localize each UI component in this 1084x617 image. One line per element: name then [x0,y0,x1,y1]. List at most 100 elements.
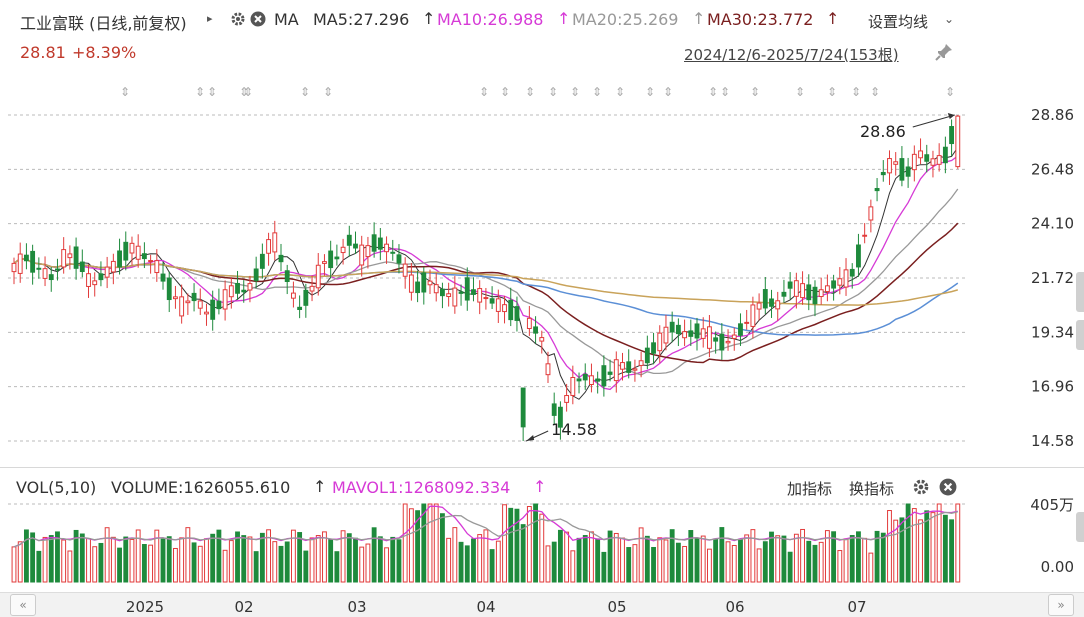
candle-body [235,282,240,294]
chevron-down-icon[interactable]: ⌄ [944,12,955,26]
volume-bar [166,536,172,583]
time-axis-bar[interactable] [0,592,1084,617]
volume-bar [353,537,358,583]
volume-bar [117,547,122,583]
date-range[interactable]: 2024/12/6-2025/7/24(153根) [684,46,899,64]
event-marker: ⇕ [323,85,333,99]
candle-body [874,188,880,192]
mavol-value: MAVOL1:1268092.334 [332,478,511,497]
low-price-label: 14.58 [551,420,597,439]
volume-bar [290,529,296,583]
price-annotations: 28.86 14.58 [525,113,955,442]
volume-tick-label: 0.00 [1041,558,1074,576]
event-marker: ⇕ [795,85,805,99]
volume-bar [744,534,750,583]
volume-scroll-handle[interactable] [1076,512,1084,542]
switch-indicator-button[interactable]: 换指标 [849,480,895,498]
candle-body [272,232,278,253]
candle-body [607,371,613,375]
volume-bar [930,512,936,583]
candle-body [334,256,340,260]
candle-body [346,234,352,246]
candle-body [433,284,439,294]
candle-body [477,288,483,303]
close-icon[interactable] [939,478,957,496]
candle-body [390,251,396,254]
candle-body [483,297,489,300]
event-marker: ⇕ [500,85,510,99]
candle-body [800,283,805,299]
volume-bar [110,536,116,583]
volume-bar [123,536,129,583]
volume-bar [173,547,178,583]
gear-icon[interactable] [912,478,930,496]
arrow-up-icon: ↑ [313,477,327,496]
volume-bar [396,539,402,583]
price-tick-label: 21.72 [1031,269,1074,287]
volume-bar [272,541,278,583]
price-scroll-handle[interactable] [1076,272,1084,312]
candle-body [377,237,383,250]
volume-bar [17,541,23,583]
volume-bar [818,541,824,583]
candle-body [942,146,948,164]
volume-bar [787,551,793,583]
candle-body [862,234,868,237]
candle-body [371,234,377,252]
volume-bar [924,510,930,583]
pin-icon[interactable] [934,42,954,62]
volume-bar [762,541,768,583]
candle-body [110,260,116,273]
caret-right-icon[interactable]: ▸ [207,12,213,25]
candle-body [179,296,185,317]
candle-body [11,262,17,273]
volume-bar [328,538,334,583]
volume-bar [620,537,625,583]
volume-bar [23,529,29,583]
price-tick-label: 26.48 [1031,160,1074,178]
volume-bar [204,538,209,583]
event-marker: ⇕ [945,85,955,99]
volume-bar [346,533,352,583]
settings-ma-button[interactable]: 设置均线 [868,13,929,31]
candle-body [86,273,91,287]
candle-body [856,244,861,268]
candle-body [868,206,874,221]
candle-body [520,387,526,428]
volume-bar [880,532,886,583]
event-marker: ⇕ [750,85,760,99]
candle-body [197,300,203,309]
volume-bar [86,537,91,583]
close-icon[interactable] [250,11,266,27]
event-marker: ⇕ [548,85,558,99]
candle-body [849,268,855,277]
volume-bar [775,535,781,583]
candle-body [582,373,588,381]
price-chart[interactable]: ⇕ ⇕ ⇕ ⇕⇕ ⇕ ⇕ ⇕ ⇕ ⇕ ⇕ ⇕ ⇕ ⇕ ⇕ ⇕ ⇕ ⇕ ⇕ ⇕ ⇕ ⇕ ⇕ ⇕ 28.8626.4824.10… [0,0,1084,470]
candle-body [787,281,793,289]
scroll-right-button[interactable]: » [1048,594,1074,616]
vol-label: VOL(5,10) [16,478,97,497]
candle-body [713,337,719,342]
candle-body [688,330,694,337]
volume-bar [191,542,197,583]
add-indicator-button[interactable]: 加指标 [787,480,833,498]
volume-bar [11,546,17,583]
volume-bar [520,524,526,583]
price-scroll-handle[interactable] [1076,320,1084,350]
candle-body [557,406,563,428]
candle-body [359,244,365,266]
candle-body [79,261,85,272]
volume-bar [154,529,160,583]
gear-icon[interactable] [230,11,246,27]
stock-title[interactable]: 工业富联 (日线,前复权) [20,14,187,33]
volume-bar [545,545,551,583]
volume-bar [874,530,880,583]
scroll-left-button[interactable]: « [10,594,36,616]
volume-bar [67,550,73,583]
arrow-up-icon: ↑ [533,477,547,496]
candle-body [353,243,358,249]
candle-body [173,296,178,300]
price-tick-label: 19.34 [1031,323,1074,341]
